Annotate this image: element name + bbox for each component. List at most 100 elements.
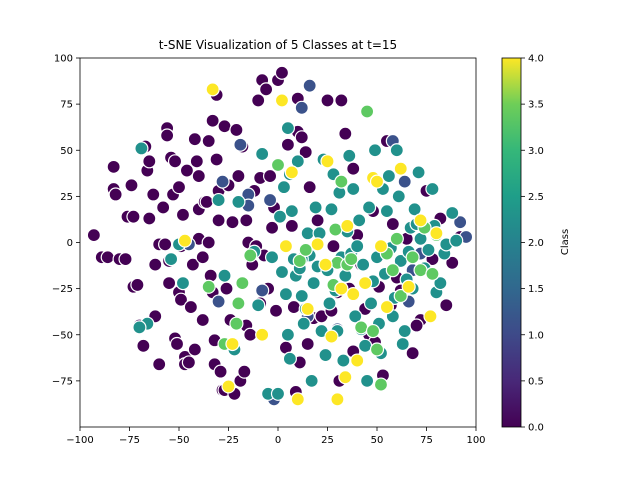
point-class-2 [352,213,367,228]
point-class-0 [334,93,349,108]
point-class-0 [100,250,115,265]
point-class-2 [276,180,292,195]
x-tick-label: −50 [168,435,189,446]
point-class-3 [229,316,244,331]
point-class-2 [358,338,373,353]
point-class-0 [225,215,240,230]
point-class-4 [401,279,416,294]
point-class-3 [354,320,369,335]
point-class-4 [393,161,408,176]
point-class-0 [106,159,121,174]
x-tick-label: 75 [420,435,433,446]
point-class-2 [132,320,147,335]
point-class-3 [369,342,385,357]
y-tick-label: 100 [54,54,73,65]
point-class-0 [187,342,202,357]
point-class-0 [148,257,163,272]
colorbar-tick-label: 2.5 [528,192,544,203]
data-points [86,65,474,407]
point-class-4 [358,275,373,291]
point-class-0 [86,228,101,243]
point-class-0 [191,168,206,184]
point-class-2 [367,143,383,158]
y-tick-label: 75 [60,100,73,111]
point-class-2 [290,154,305,169]
point-class-0 [274,65,290,80]
point-class-0 [171,180,187,195]
point-class-2 [361,200,377,215]
point-class-0 [199,194,214,210]
point-class-2 [336,353,351,368]
colorbar-label: Class [560,229,571,255]
point-class-3 [393,288,408,304]
point-class-0 [136,338,151,353]
x-tick-label: 0 [275,435,281,446]
point-class-0 [195,250,210,265]
point-class-2 [282,351,297,366]
point-class-3 [243,248,258,263]
point-class-2 [318,347,333,363]
point-class-1 [302,78,317,93]
point-class-3 [425,266,440,281]
point-class-2 [280,121,295,136]
point-class-2 [274,264,290,280]
point-class-4 [177,233,193,248]
point-class-0 [229,122,244,138]
point-class-4 [320,154,335,169]
point-class-0 [185,257,200,272]
point-class-4 [324,329,339,344]
point-class-0 [231,168,246,184]
point-class-0 [173,292,189,307]
point-class-0 [219,281,234,296]
point-class-3 [385,263,400,278]
point-class-3 [235,275,250,291]
point-class-0 [205,113,220,128]
point-class-3 [413,263,428,278]
point-class-0 [405,346,420,361]
point-class-2 [284,204,299,219]
point-class-0 [294,130,309,145]
point-class-0 [189,154,204,169]
point-class-3 [298,242,313,257]
point-class-1 [255,283,270,298]
point-class-0 [152,357,167,372]
point-class-4 [310,237,325,252]
colorbar-axis: 0.0 0.5 1.0 1.5 2.0 2.5 3.0 3.5 4.0 [521,54,544,434]
colorbar-tick-label: 0.5 [528,376,544,387]
point-class-2 [407,202,422,217]
point-class-3 [344,252,359,267]
point-class-2 [211,192,226,208]
point-class-0 [445,255,460,270]
point-class-2 [433,275,448,291]
point-class-4 [284,165,299,180]
point-class-0 [310,213,325,228]
point-class-0 [195,312,210,328]
point-class-0 [259,82,274,97]
point-class-2 [175,275,191,291]
point-class-2 [255,146,270,162]
point-class-2 [324,202,339,217]
point-class-0 [268,303,284,318]
point-class-2 [389,143,404,158]
point-class-0 [439,298,454,313]
point-class-0 [284,218,299,233]
point-class-0 [239,213,254,228]
point-class-2 [231,194,246,210]
x-axis: −100 −75 −50 −25 0 25 50 75 100 [66,427,486,446]
point-class-0 [243,327,258,342]
point-class-4 [290,392,305,407]
point-class-3 [405,250,420,265]
point-class-0 [201,133,216,149]
point-class-0 [213,364,228,379]
point-class-4 [225,336,240,352]
point-class-0 [237,364,252,379]
point-class-4 [255,327,270,342]
point-class-4 [278,239,294,254]
point-class-3 [365,323,381,339]
point-class-0 [300,336,315,352]
point-class-0 [262,168,278,184]
x-tick-label: 50 [371,435,384,446]
point-class-2 [270,386,286,401]
point-class-1 [233,137,248,152]
